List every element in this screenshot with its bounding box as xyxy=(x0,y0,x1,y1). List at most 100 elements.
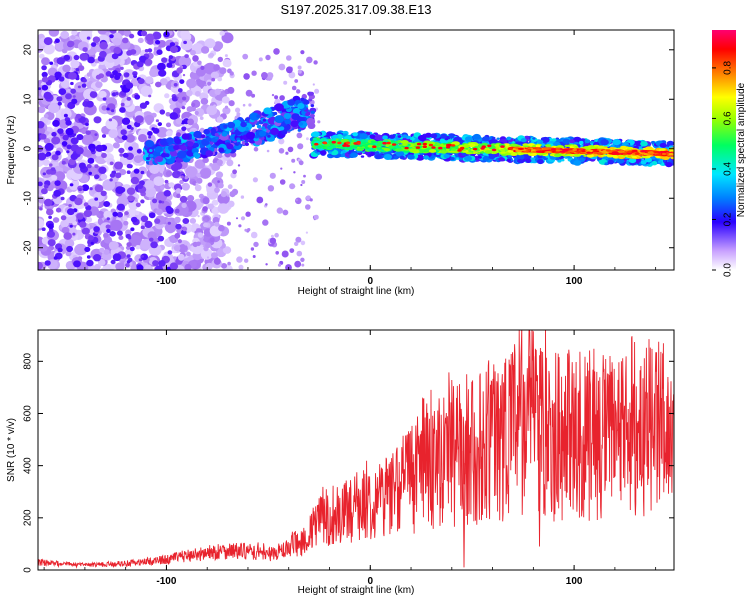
noise-speckle xyxy=(137,184,143,189)
noise-speckle xyxy=(87,255,91,258)
noise-speckle xyxy=(85,123,89,126)
rising-trace-cell xyxy=(261,126,265,129)
transition-speckle xyxy=(253,177,258,182)
transition-speckle xyxy=(286,66,293,73)
tail-trace-cell xyxy=(464,156,472,162)
noise-speckle xyxy=(90,148,95,152)
tail-trace-peak xyxy=(536,151,543,153)
noise-speckle xyxy=(67,208,75,215)
rising-trace-cell xyxy=(155,146,163,153)
transition-speckle xyxy=(303,175,306,178)
noise-speckle xyxy=(82,84,87,88)
noise-speckle xyxy=(76,114,82,119)
rising-trace-cell xyxy=(149,154,154,158)
transition-speckle xyxy=(265,203,268,206)
noise-speckle xyxy=(55,38,60,43)
noise-haze xyxy=(62,65,70,73)
noise-speckle xyxy=(67,41,74,47)
noise-haze xyxy=(216,116,223,122)
transition-speckle xyxy=(306,137,309,140)
noise-speckle xyxy=(126,242,131,247)
rising-trace-cell xyxy=(259,131,266,137)
transition-speckle xyxy=(239,265,244,270)
noise-haze xyxy=(102,105,108,110)
noise-speckle xyxy=(35,262,43,270)
noise-speckle xyxy=(70,183,74,186)
noise-haze xyxy=(98,91,106,99)
tail-trace-cell xyxy=(492,137,496,140)
tail-trace-core xyxy=(575,154,581,157)
transition-speckle xyxy=(182,101,186,105)
transition-speckle xyxy=(300,258,304,262)
noise-speckle xyxy=(94,116,102,123)
transition-speckle xyxy=(254,147,259,152)
transition-speckle xyxy=(294,79,298,83)
noise-haze xyxy=(113,142,120,148)
noise-speckle xyxy=(159,200,162,203)
noise-speckle xyxy=(174,83,178,87)
noise-speckle xyxy=(54,180,60,186)
spectrogram-xlabel: Height of straight line (km) xyxy=(298,286,415,297)
transition-speckle xyxy=(314,89,319,94)
noise-speckle xyxy=(110,173,115,178)
noise-speckle xyxy=(84,202,89,206)
transition-speckle xyxy=(227,262,231,266)
noise-speckle xyxy=(72,233,75,236)
noise-speckle xyxy=(114,162,123,170)
noise-haze xyxy=(124,100,130,106)
noise-speckle xyxy=(110,162,114,166)
rising-trace-cell xyxy=(201,134,206,138)
transition-speckle xyxy=(246,90,253,97)
transition-speckle xyxy=(256,197,263,204)
transition-speckle xyxy=(227,87,234,94)
tail-trace-cell xyxy=(359,133,368,139)
transition-speckle xyxy=(245,212,250,217)
noise-speckle xyxy=(44,92,52,100)
noise-speckle xyxy=(66,128,74,135)
noise-speckle xyxy=(117,230,123,235)
transition-speckle xyxy=(275,251,279,255)
tail-hot-spot xyxy=(387,142,391,145)
noise-haze xyxy=(95,81,102,88)
noise-speckle xyxy=(115,172,121,178)
transition-speckle xyxy=(228,184,233,189)
noise-haze xyxy=(103,233,109,238)
tail-trace-cell xyxy=(497,138,500,140)
noise-speckle xyxy=(86,130,91,135)
transition-speckle xyxy=(187,119,194,126)
noise-speckle xyxy=(37,153,46,161)
noise-haze xyxy=(216,171,223,178)
tail-trace-core xyxy=(368,149,373,152)
transition-speckle xyxy=(279,95,285,101)
tail-trace-cell xyxy=(608,160,614,165)
transition-speckle xyxy=(277,207,283,213)
noise-speckle xyxy=(138,78,145,84)
tail-hot-spot xyxy=(460,147,464,150)
tail-trace-cell xyxy=(374,134,382,140)
noise-speckle xyxy=(109,118,112,121)
transition-speckle xyxy=(300,50,304,54)
colorbar: 0.00.20.40.60.8 Normalized spectral ampl… xyxy=(712,30,747,277)
transition-speckle xyxy=(213,105,216,108)
noise-speckle xyxy=(48,239,56,246)
transition-speckle xyxy=(301,241,306,246)
rising-trace-cell xyxy=(309,92,314,96)
noise-speckle xyxy=(41,65,47,70)
noise-haze xyxy=(41,57,50,65)
noise-speckle xyxy=(153,128,160,134)
noise-speckle xyxy=(46,169,52,174)
transition-speckle xyxy=(305,204,311,210)
noise-speckle xyxy=(76,68,80,71)
transition-speckle xyxy=(259,57,263,61)
noise-speckle xyxy=(43,172,46,175)
tail-trace-core xyxy=(330,145,337,148)
tail-hot-spot xyxy=(323,142,327,145)
noise-speckle xyxy=(45,143,54,151)
tail-hot-spot xyxy=(314,143,318,146)
noise-speckle xyxy=(112,212,118,217)
rising-trace-cell xyxy=(291,120,299,127)
transition-speckle xyxy=(271,235,274,238)
noise-speckle xyxy=(71,137,79,144)
noise-speckle xyxy=(89,187,92,190)
transition-speckle xyxy=(196,183,199,186)
